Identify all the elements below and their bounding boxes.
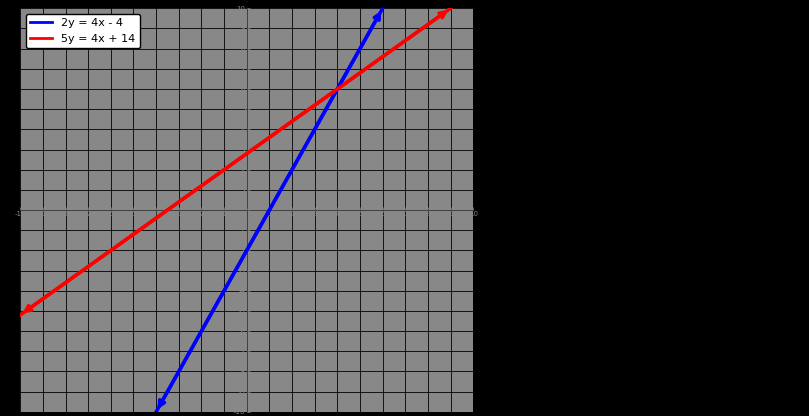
Legend: 2y = 4x - 4, 5y = 4x + 14: 2y = 4x - 4, 5y = 4x + 14	[26, 14, 140, 48]
